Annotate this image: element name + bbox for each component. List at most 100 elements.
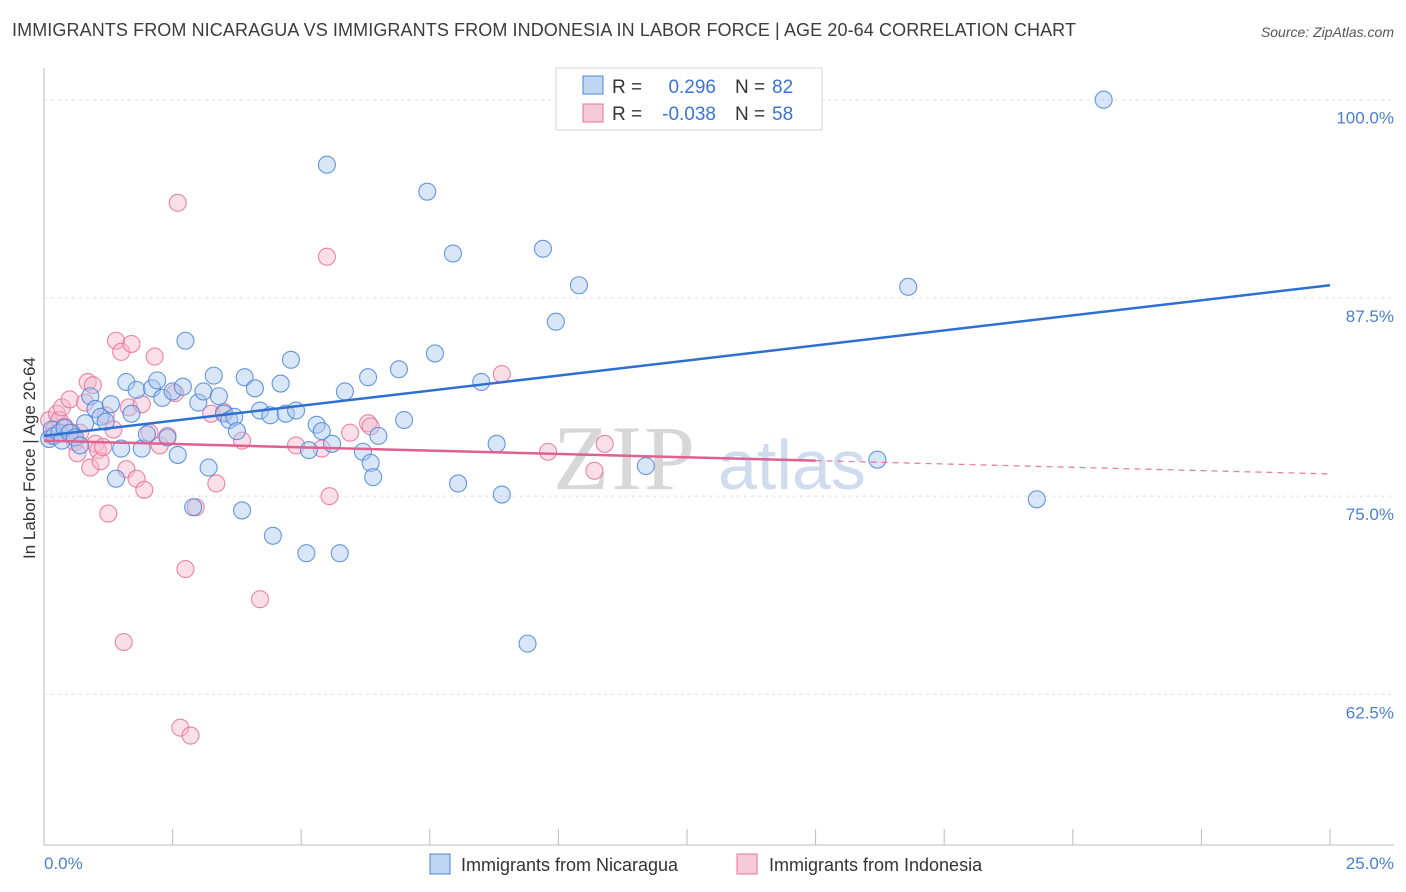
nicaragua-point-59 [359,368,378,387]
bottom-legend-label-indonesia: Immigrants from Indonesia [769,855,983,875]
indonesia-point-25 [114,632,133,652]
nicaragua-point-14 [101,395,120,414]
indonesia-point-49 [317,247,336,266]
nicaragua-point-47 [276,404,295,423]
indonesia-point-53 [361,417,380,436]
trend-line-indonesia-extension [815,459,1331,475]
nicaragua-point-12 [91,407,110,426]
x-tick-label-min: 0.0% [44,854,83,873]
nicaragua-point-40 [232,501,252,520]
indonesia-point-21 [99,504,118,523]
nicaragua-point-72 [518,634,537,653]
indonesia-point-15 [83,376,102,395]
indonesia-point-46 [250,590,270,609]
nicaragua-point-71 [492,485,511,504]
indonesia-point-31 [135,480,154,499]
legend-n-label-nicaragua: N = [735,77,765,98]
indonesia-point-51 [341,423,360,442]
indonesia-point-56 [585,461,604,480]
nicaragua-point-32 [194,382,213,401]
nicaragua-point-39 [227,422,246,441]
nicaragua-points [40,90,1113,653]
nicaragua-point-25 [158,428,177,447]
nicaragua-point-75 [569,276,589,295]
nicaragua-point-30 [184,498,203,517]
nicaragua-point-50 [297,544,316,563]
watermark-atlas: atlas [718,426,866,504]
nicaragua-point-62 [369,426,388,445]
indonesia-point-55 [539,442,558,461]
y-axis-label: In Labor Force | Age 20-64 [20,357,39,559]
indonesia-point-54 [492,364,511,384]
legend-swatch-indonesia [582,103,604,123]
nicaragua-point-8 [70,436,90,455]
indonesia-point-13 [78,372,97,392]
bottom-legend-swatch-indonesia [736,853,758,875]
indonesia-point-50 [320,487,339,506]
nicaragua-point-63 [389,360,408,379]
indonesia-points [40,193,614,745]
nicaragua-point-34 [204,366,223,385]
nicaragua-point-21 [137,425,156,444]
nicaragua-point-28 [173,377,192,396]
nicaragua-point-55 [323,434,342,453]
nicaragua-point-51 [299,441,318,460]
indonesia-point-40 [181,726,200,745]
x-axis-ticks [172,829,1331,845]
nicaragua-point-70 [487,434,506,453]
nicaragua-point-26 [163,382,182,401]
nicaragua-point-45 [263,526,282,545]
series-legend: Immigrants from Nicaragua Immigrants fro… [429,853,983,875]
nicaragua-point-42 [245,379,264,398]
trend-lines [43,284,1331,475]
nicaragua-point-33 [199,458,218,477]
bottom-legend-label-nicaragua: Immigrants from Nicaragua [461,855,679,875]
nicaragua-point-53 [312,422,331,441]
axes [43,68,1394,846]
indonesia-point-37 [168,193,187,212]
nicaragua-point-19 [127,380,146,399]
nicaragua-point-23 [148,371,167,390]
y-tick-label-3: 100.0% [1336,109,1394,128]
indonesia-point-39 [176,560,195,579]
legend-n-value-indonesia: 58 [772,104,793,125]
bottom-legend-swatch-nicaragua [429,853,451,875]
indonesia-point-18 [91,452,110,471]
y-tick-label-1: 75.0% [1346,505,1394,524]
chart-title: IMMIGRANTS FROM NICARAGUA VS IMMIGRANTS … [12,20,1077,40]
nicaragua-point-41 [235,368,254,387]
legend-r-label-nicaragua: R = [612,77,642,98]
nicaragua-point-74 [546,312,565,331]
indonesia-point-43 [207,474,226,493]
indonesia-point-52 [359,414,378,433]
legend-r-value-nicaragua: 0.296 [668,77,716,98]
indonesia-point-33 [145,347,164,366]
legend-n-label-indonesia: N = [735,104,765,125]
nicaragua-point-65 [418,182,437,201]
nicaragua-point-67 [443,244,462,263]
nicaragua-point-66 [425,344,444,363]
nicaragua-point-79 [899,277,918,296]
nicaragua-point-54 [317,155,336,174]
nicaragua-point-73 [533,239,553,258]
legend-r-label-indonesia: R = [612,104,642,125]
grid-lines [44,99,1394,695]
indonesia-point-28 [122,334,141,353]
nicaragua-point-18 [122,404,141,423]
nicaragua-point-60 [361,453,380,472]
nicaragua-point-24 [153,388,172,407]
nicaragua-point-78 [868,450,887,469]
nicaragua-point-35 [209,387,228,406]
y-tick-label-2: 87.5% [1346,307,1394,326]
nicaragua-point-57 [335,382,354,401]
nicaragua-point-16 [112,439,131,458]
source-credit: Source: ZipAtlas.com [1260,24,1394,40]
nicaragua-point-68 [449,474,468,493]
nicaragua-point-48 [281,350,300,369]
x-tick-label-max: 25.0% [1346,854,1394,873]
trend-line-nicaragua [43,284,1331,438]
nicaragua-point-46 [271,374,290,393]
indonesia-point-7 [60,390,79,409]
legend-swatch-nicaragua [582,75,604,95]
